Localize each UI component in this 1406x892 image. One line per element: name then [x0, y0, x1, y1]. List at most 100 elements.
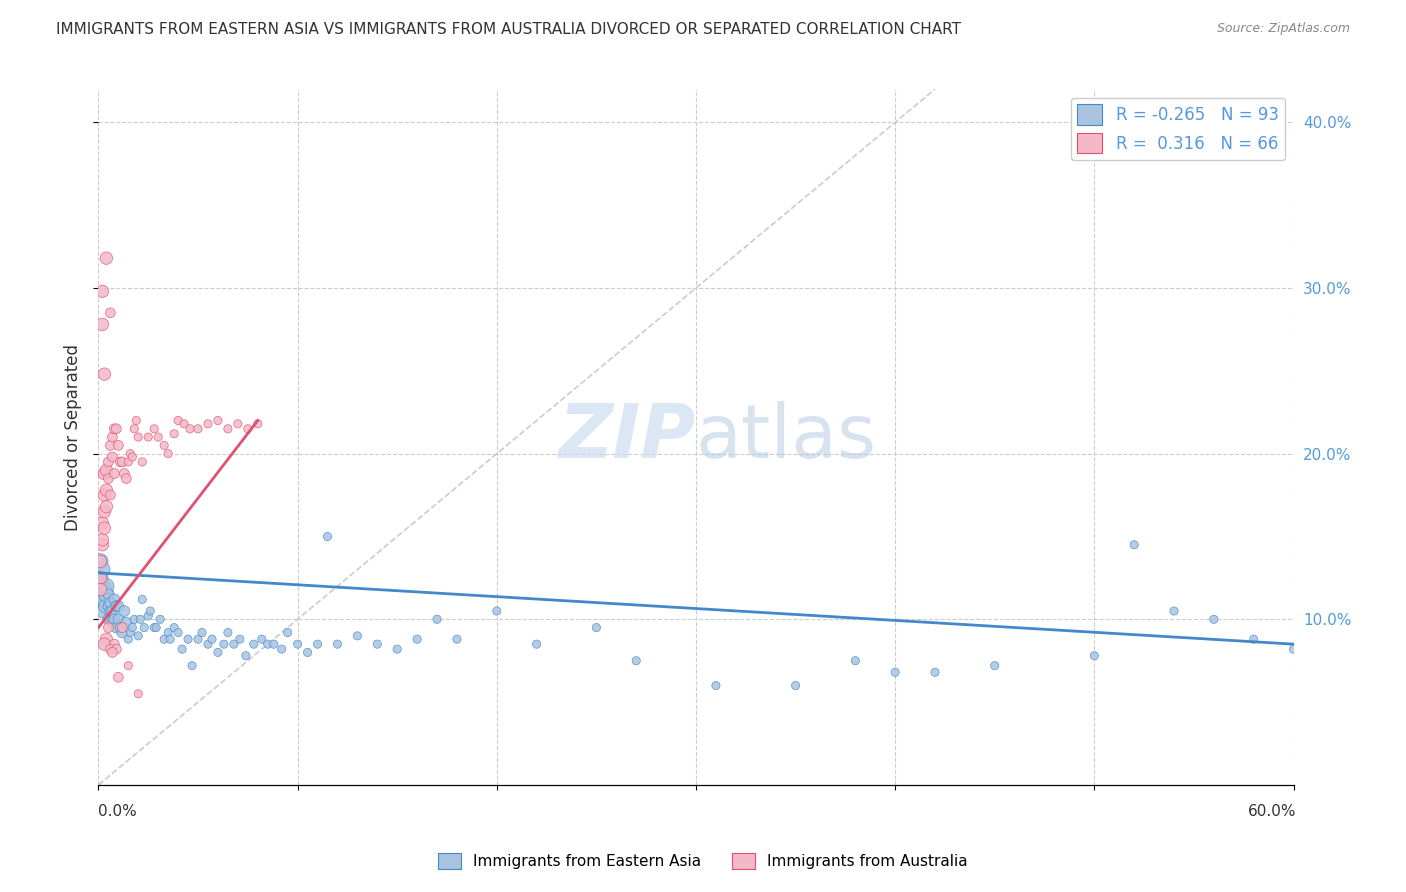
Point: [97, 587, 120, 601]
Point: [91, 533, 114, 547]
Point: [91, 318, 114, 332]
Y-axis label: Divorced or Separated: Divorced or Separated: [63, 343, 82, 531]
Point: [125, 413, 148, 427]
Point: [704, 679, 727, 693]
Point: [366, 637, 388, 651]
Point: [585, 621, 607, 635]
Point: [100, 306, 122, 320]
Point: [191, 625, 214, 640]
Point: [157, 447, 180, 461]
Point: [307, 637, 329, 651]
Point: [277, 625, 299, 640]
Point: [526, 637, 548, 651]
Point: [93, 582, 115, 597]
Point: [107, 670, 129, 684]
Point: [626, 654, 648, 668]
Point: [924, 665, 946, 680]
Point: [297, 645, 319, 659]
Point: [149, 612, 172, 626]
Point: [1282, 642, 1305, 657]
Point: [121, 450, 143, 464]
Point: [127, 687, 149, 701]
Point: [100, 438, 122, 452]
Point: [115, 471, 138, 485]
Point: [89, 554, 111, 568]
Point: [105, 599, 128, 613]
Point: [101, 450, 124, 464]
Point: [91, 587, 114, 601]
Point: [145, 621, 167, 635]
Point: [96, 579, 118, 593]
Point: [89, 582, 111, 597]
Point: [250, 632, 273, 647]
Point: [157, 625, 180, 640]
Point: [197, 417, 219, 431]
Point: [107, 599, 129, 613]
Point: [105, 422, 128, 436]
Point: [89, 571, 111, 585]
Legend: R = -0.265   N = 93, R =  0.316   N = 66: R = -0.265 N = 93, R = 0.316 N = 66: [1070, 97, 1285, 160]
Point: [173, 417, 195, 431]
Point: [385, 642, 409, 657]
Point: [101, 645, 124, 659]
Point: [101, 430, 124, 444]
Point: [89, 571, 111, 585]
Point: [212, 637, 235, 651]
Point: [103, 467, 125, 481]
Point: [112, 467, 135, 481]
Point: [100, 604, 122, 618]
Point: [91, 516, 114, 531]
Point: [101, 604, 124, 618]
Point: [97, 612, 120, 626]
Point: [326, 637, 349, 651]
Point: [148, 430, 170, 444]
Point: [177, 632, 200, 647]
Point: [1243, 632, 1265, 647]
Point: [1083, 648, 1105, 663]
Point: [96, 463, 118, 477]
Point: [97, 455, 120, 469]
Point: [100, 596, 122, 610]
Point: [117, 658, 139, 673]
Point: [91, 563, 114, 577]
Point: [93, 592, 115, 607]
Point: [136, 609, 159, 624]
Point: [101, 615, 124, 630]
Point: [103, 612, 125, 626]
Point: [222, 637, 245, 651]
Text: atlas: atlas: [696, 401, 877, 474]
Point: [93, 367, 115, 381]
Point: [485, 604, 508, 618]
Point: [143, 621, 166, 635]
Point: [256, 637, 278, 651]
Point: [124, 422, 146, 436]
Point: [110, 455, 132, 469]
Point: [96, 587, 118, 601]
Point: [131, 592, 153, 607]
Point: [1202, 612, 1225, 626]
Point: [100, 488, 122, 502]
Point: [172, 642, 194, 657]
Point: [127, 430, 149, 444]
Point: [117, 455, 139, 469]
Point: [93, 604, 115, 618]
Point: [96, 483, 118, 497]
Point: [107, 612, 129, 626]
Point: [93, 596, 115, 610]
Point: [785, 679, 807, 693]
Point: [96, 599, 118, 613]
Point: [197, 637, 219, 651]
Point: [96, 251, 118, 265]
Point: [115, 615, 138, 630]
Point: [446, 632, 468, 647]
Point: [124, 612, 146, 626]
Point: [103, 637, 125, 651]
Point: [96, 500, 118, 514]
Text: 0.0%: 0.0%: [98, 805, 138, 819]
Point: [93, 467, 115, 481]
Point: [159, 632, 181, 647]
Point: [120, 447, 142, 461]
Point: [316, 529, 339, 543]
Point: [1123, 538, 1146, 552]
Point: [246, 417, 269, 431]
